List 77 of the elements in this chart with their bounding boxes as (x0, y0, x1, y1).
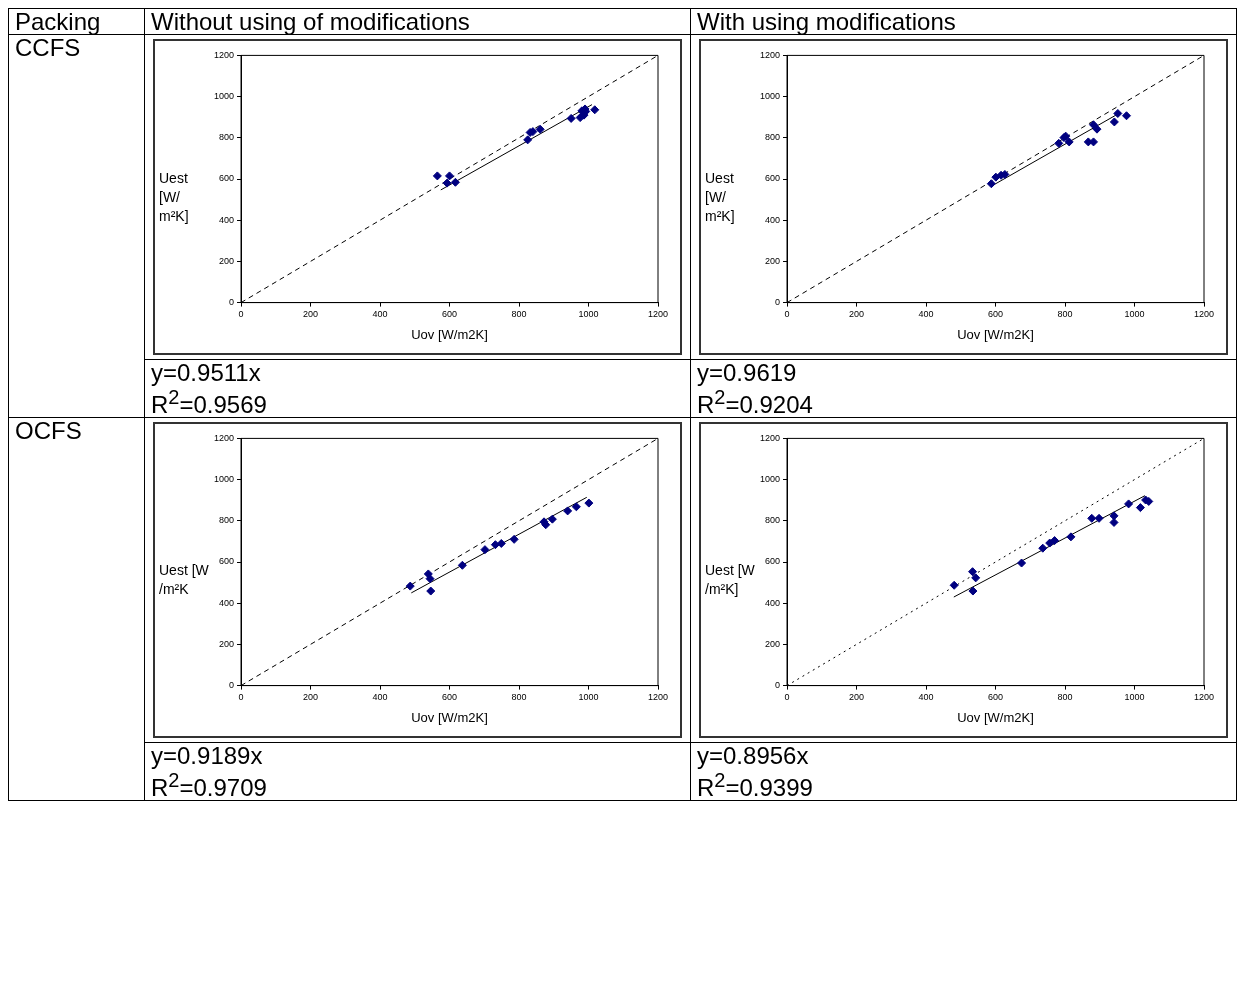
text: R$^{2}$=0.9399 (697, 769, 813, 801)
y-tick-label: 1000 (759, 474, 781, 485)
x-tick-label: 1000 (578, 692, 599, 703)
x-tick-label: 1200 (647, 692, 669, 703)
x-tick-label: 200 (849, 692, 865, 703)
text: R$^{2}$=0.9569 (151, 386, 267, 418)
x-tick-label: 0 (784, 692, 790, 703)
y-tick-label: 0 (775, 297, 781, 308)
x-tick-label: 1000 (578, 309, 599, 320)
x-tick-label: 800 (1057, 692, 1073, 703)
x-tick-label: 1200 (647, 309, 669, 320)
y-tick-label: 600 (218, 556, 235, 567)
x-axis-title: Uov [W/m2K] (411, 709, 488, 725)
y-tick-label: 1200 (213, 432, 235, 443)
x-tick-label: 1000 (1124, 692, 1145, 703)
x-tick-label: 800 (1057, 309, 1073, 320)
x-tick-label: 600 (442, 309, 458, 320)
x-tick-label: 200 (849, 309, 865, 320)
x-axis-title: Uov [W/m2K] (957, 709, 1034, 725)
y-tick-label: 1000 (213, 474, 235, 485)
y-tick-label: 1000 (213, 91, 235, 102)
text: CCFS (15, 34, 81, 61)
text: R$^{2}$=0.9709 (151, 769, 267, 801)
y-tick-label: 800 (218, 515, 235, 526)
text: y=0.9511x (151, 359, 261, 386)
y-tick-label: 400 (764, 597, 781, 608)
x-tick-label: 400 (918, 692, 934, 703)
y-axis-title: Uest [W /m²K (159, 561, 210, 599)
x-tick-label: 600 (988, 309, 1004, 320)
y-tick-label: 0 (775, 680, 781, 691)
y-tick-label: 1000 (759, 91, 781, 102)
y-tick-label: 800 (764, 515, 781, 526)
y-tick-label: 1200 (759, 49, 781, 60)
x-tick-label: 600 (442, 692, 458, 703)
x-tick-label: 400 (372, 309, 388, 320)
y-tick-label: 800 (764, 132, 781, 143)
y-tick-label: 0 (229, 297, 235, 308)
y-tick-label: 400 (218, 597, 235, 608)
x-tick-label: 1200 (1193, 692, 1215, 703)
x-tick-label: 800 (511, 692, 527, 703)
text: R$^{2}$=0.9204 (697, 386, 813, 418)
text: OCFS (15, 417, 82, 444)
y-tick-label: 200 (764, 255, 781, 266)
y-tick-label: 1200 (213, 49, 235, 60)
y-tick-label: 1200 (759, 432, 781, 443)
text: y=0.9189x (151, 742, 263, 769)
y-tick-label: 800 (218, 132, 235, 143)
y-tick-label: 600 (764, 556, 781, 567)
text: y=0.9619 (697, 359, 797, 386)
text: With using modifications (697, 8, 956, 35)
y-tick-label: 200 (218, 255, 235, 266)
y-axis-title: Uest [W/ m²K] (159, 168, 190, 226)
x-tick-label: 600 (988, 692, 1004, 703)
x-tick-label: 1000 (1124, 309, 1145, 320)
x-tick-label: 200 (303, 309, 319, 320)
y-tick-label: 200 (218, 638, 235, 649)
y-axis-title: Uest [W /m²K] (705, 561, 756, 599)
x-axis-title: Uov [W/m2K] (957, 326, 1034, 342)
x-tick-label: 800 (511, 309, 527, 320)
y-tick-label: 0 (229, 680, 235, 691)
y-tick-label: 600 (218, 173, 235, 184)
y-tick-label: 400 (218, 214, 235, 225)
x-tick-label: 400 (372, 692, 388, 703)
x-tick-label: 0 (784, 309, 790, 320)
y-axis-title: Uest [W/ m²K] (705, 168, 736, 226)
x-tick-label: 400 (918, 309, 934, 320)
y-tick-label: 200 (764, 638, 781, 649)
text: Packing (15, 8, 101, 35)
text: Without using of modifications (151, 8, 470, 35)
x-axis-title: Uov [W/m2K] (411, 326, 488, 342)
x-tick-label: 0 (238, 309, 244, 320)
x-tick-label: 200 (303, 692, 319, 703)
x-tick-label: 1200 (1193, 309, 1215, 320)
text: y=0.8956x (697, 742, 809, 769)
x-tick-label: 0 (238, 692, 244, 703)
y-tick-label: 600 (764, 173, 781, 184)
y-tick-label: 400 (764, 214, 781, 225)
